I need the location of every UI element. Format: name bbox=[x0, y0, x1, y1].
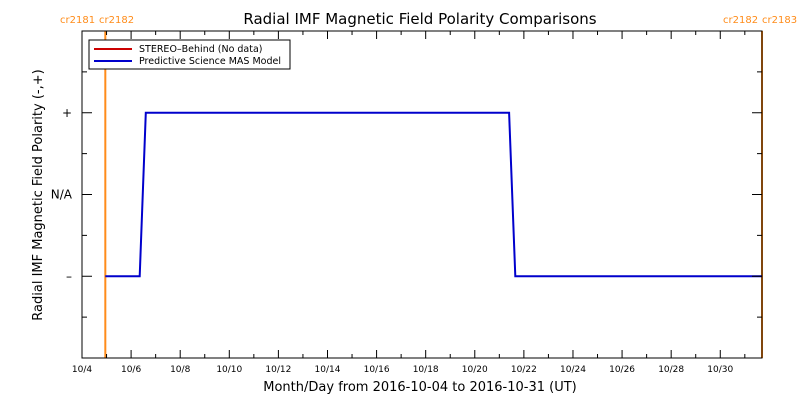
chart-title: Radial IMF Magnetic Field Polarity Compa… bbox=[243, 10, 596, 28]
x-tick-label: 10/16 bbox=[364, 365, 390, 375]
legend-box bbox=[88, 39, 291, 70]
y-tick-label: N/A bbox=[51, 188, 73, 202]
x-tick-label: 10/26 bbox=[609, 365, 635, 375]
cr-label-left-end: cr2182 bbox=[723, 15, 758, 26]
x-tick-label: 10/20 bbox=[462, 365, 488, 375]
x-tick-label: 10/24 bbox=[560, 365, 586, 375]
axes-layer: 10/4 10/6 10/8 10/10 10/12 10/14 10/16 10/18 10/… bbox=[51, 30, 763, 375]
x-tick-label: 10/4 bbox=[72, 365, 92, 375]
plot-frame bbox=[81, 30, 763, 359]
x-tick-label: 10/12 bbox=[265, 365, 291, 375]
cr-label-right-start: cr2182 bbox=[99, 15, 134, 26]
cr-label-right-end: cr2183 bbox=[762, 15, 797, 26]
x-tick-label: 10/22 bbox=[511, 365, 537, 375]
x-tick-label: 10/10 bbox=[216, 365, 242, 375]
y-axis-label: Radial IMF Magnetic Field Polarity (-,+) bbox=[31, 69, 46, 320]
x-tick-label: 10/18 bbox=[413, 365, 439, 375]
cr-label-left-start: cr2181 bbox=[60, 15, 95, 26]
legend-label-mas: Predictive Science MAS Model bbox=[139, 56, 281, 67]
series-layer bbox=[105, 111, 762, 278]
y-tick-label: – bbox=[66, 269, 72, 283]
x-tick-label: 10/6 bbox=[121, 365, 141, 375]
legend-label-stereo: STEREO–Behind (No data) bbox=[139, 44, 263, 55]
x-axis-label: Month/Day from 2016-10-04 to 2016-10-31 … bbox=[263, 380, 576, 395]
x-tick-label: 10/14 bbox=[315, 365, 341, 375]
x-tick-label: 10/28 bbox=[658, 365, 684, 375]
y-tick-label: + bbox=[62, 106, 72, 120]
x-tick-label: 10/30 bbox=[707, 365, 733, 375]
x-tick-label: 10/8 bbox=[170, 365, 190, 375]
legend: STEREO–Behind (No data) Predictive Scien… bbox=[88, 39, 291, 70]
series-line-1 bbox=[105, 111, 762, 278]
carrington-markers bbox=[104, 31, 763, 358]
